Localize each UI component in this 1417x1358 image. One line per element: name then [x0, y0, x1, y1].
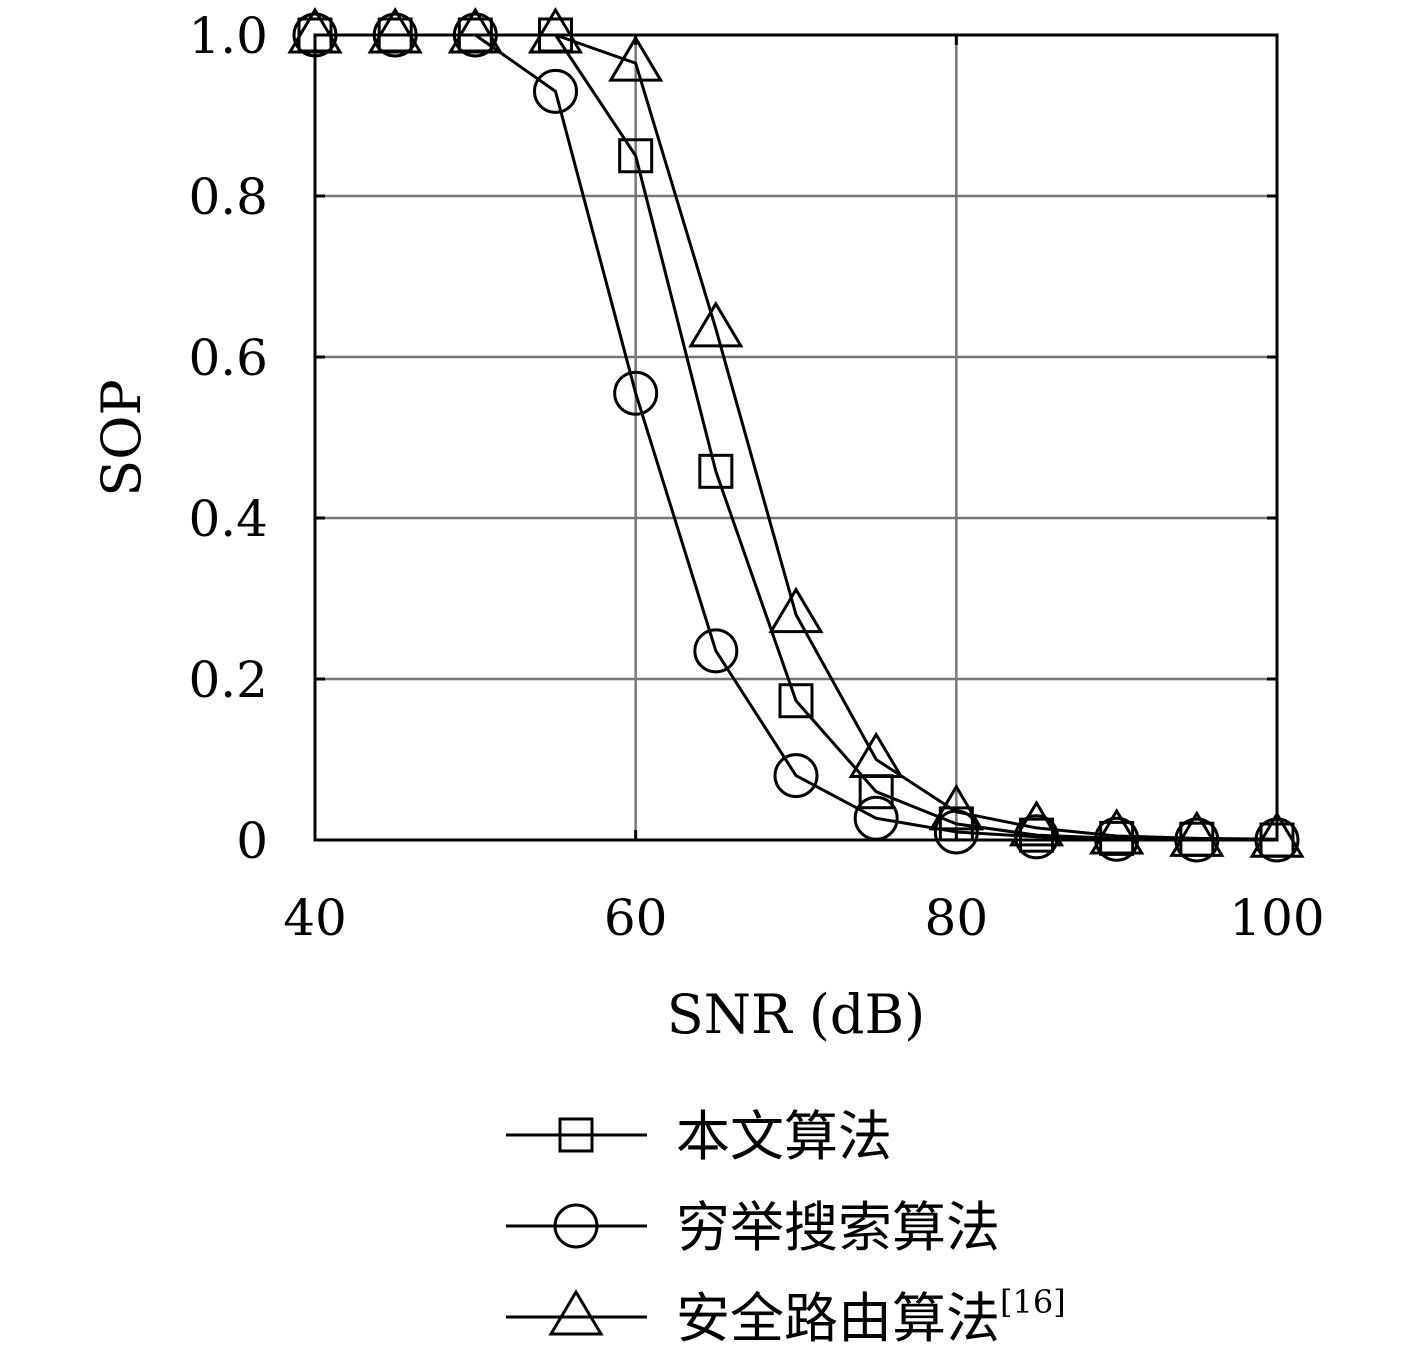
y-tick-labels: 0 0.2 0.4 0.6 0.8 1.0: [188, 7, 268, 870]
triangle-marker: [447, 7, 503, 54]
legend-square-marker: [558, 1117, 594, 1153]
triangle-marker: [768, 586, 824, 634]
circle-marker: [1094, 816, 1140, 862]
triangle-marker: [928, 783, 984, 831]
series-layer: [287, 7, 1305, 863]
triangle-marker: [367, 7, 423, 54]
triangle-marker: [688, 300, 744, 348]
circle-marker: [693, 628, 739, 674]
x-tick-label: 80: [925, 889, 989, 947]
y-tick-label: 0.2: [188, 651, 268, 709]
plot-frame: [313, 33, 1279, 842]
y-tick-label: 0.8: [188, 168, 268, 226]
circle-marker: [613, 370, 659, 416]
square-marker: [698, 453, 734, 489]
legend-item-square: 本文算法: [506, 1105, 892, 1168]
legend-item-circle: 穷举搜索算法: [506, 1196, 1000, 1259]
circle-marker: [533, 68, 578, 114]
x-tick-label: 100: [1229, 889, 1324, 947]
series-line-square: [315, 33, 1278, 842]
triangle-marker: [287, 7, 343, 54]
legend-citation: [16]: [1000, 1283, 1066, 1321]
triangle-marker: [527, 7, 584, 54]
y-axis-title: SOP: [90, 379, 153, 497]
square-marker: [618, 138, 654, 174]
x-tick-label: 40: [283, 889, 347, 947]
circle-marker: [853, 795, 899, 841]
series-line-circle: [315, 33, 1277, 842]
triangle-marker: [1249, 811, 1305, 858]
axis-ticks: [313, 33, 1279, 842]
series-triangle: [287, 7, 1305, 858]
series-circle: [292, 12, 1300, 863]
triangle-marker: [848, 731, 904, 778]
y-tick-label: 1.0: [188, 7, 268, 65]
grid-lines: [315, 35, 1277, 840]
legend-circle-marker: [553, 1203, 599, 1249]
series-square: [297, 17, 1295, 858]
square-marker: [938, 806, 974, 842]
square-marker: [778, 683, 814, 719]
y-tick-label: 0: [236, 812, 268, 870]
x-tick-label: 60: [604, 889, 668, 947]
triangle-marker: [608, 35, 664, 82]
legend-label: 本文算法: [676, 1105, 892, 1168]
triangle-marker: [1089, 808, 1145, 855]
circle-marker: [773, 753, 819, 799]
legend-label: 穷举搜索算法: [676, 1196, 1000, 1259]
triangle-marker: [1169, 810, 1225, 857]
legend-triangle-marker: [548, 1289, 604, 1336]
y-tick-label: 0.4: [188, 490, 268, 548]
x-tick-labels: 40 60 80 100: [283, 889, 1325, 947]
series-line-triangle: [315, 33, 1278, 841]
x-axis-title: SNR (dB): [667, 983, 925, 1046]
legend-label: 安全路由算法[16]: [676, 1283, 1066, 1350]
y-tick-label: 0.6: [188, 329, 268, 387]
legend-item-triangle: 安全路由算法[16]: [506, 1283, 1066, 1350]
triangle-marker: [1008, 799, 1065, 847]
